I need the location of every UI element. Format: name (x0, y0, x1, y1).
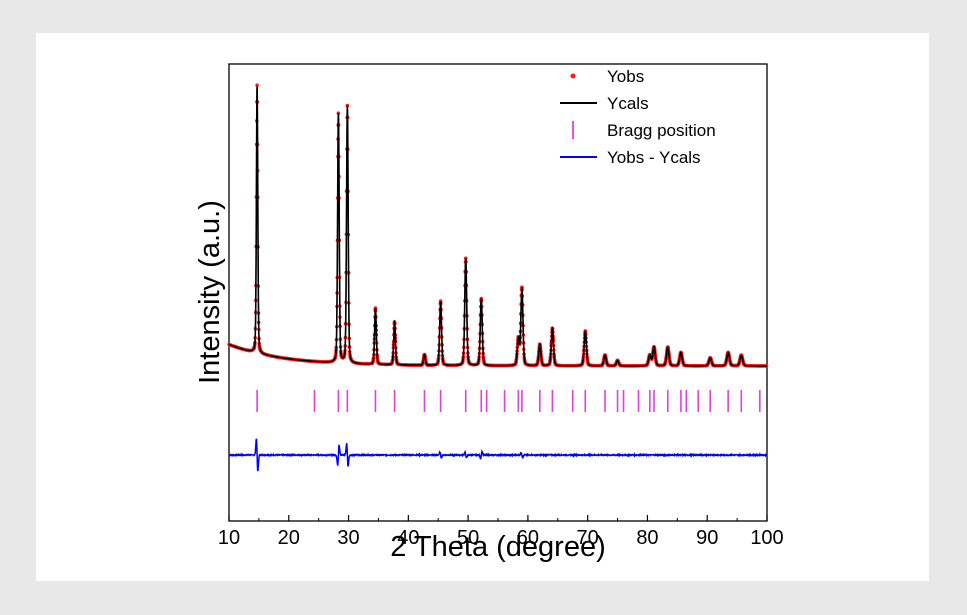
calculated-curve-group (228, 86, 767, 367)
legend: Yobs Ycals Bragg position Yobs - Ycals (560, 67, 716, 167)
observed-point (255, 83, 259, 87)
x-tick-label: 60 (517, 527, 539, 549)
x-axis-label: 2 Theta (degree) (390, 531, 606, 563)
legend-symbol-observed (570, 73, 576, 79)
y-axis-label: Intensity (a.u.) (194, 200, 226, 384)
chart-panel: 10 20 30 40 50 60 70 80 90 100 Intensity (a.u.) 2… (36, 33, 929, 581)
x-tick-label: 30 (337, 527, 359, 549)
difference-curve-group (228, 438, 768, 472)
x-tick-label: 70 (577, 527, 599, 549)
legend-label: Yobs (607, 67, 644, 86)
x-tick-label: 20 (278, 527, 300, 549)
x-tick-label: 10 (218, 527, 240, 549)
x-tick-label: 40 (397, 527, 419, 549)
plot-area: 10 20 30 40 50 60 70 80 90 100 (218, 63, 784, 549)
x-axis-ticks: 10 20 30 40 50 60 70 80 90 100 (218, 515, 784, 549)
x-tick-label: 90 (696, 527, 718, 549)
bragg-ticks (256, 390, 761, 412)
calculated-curve-overlay (228, 86, 767, 367)
legend-label: Bragg position (607, 121, 716, 140)
difference-curve (228, 438, 768, 472)
xrd-chart: 10 20 30 40 50 60 70 80 90 100 Intensity (a.u.) 2… (194, 63, 784, 563)
x-tick-label: 100 (750, 527, 783, 549)
x-tick-label: 50 (457, 527, 479, 549)
legend-label: Yobs - Ycals (607, 148, 701, 167)
legend-label: Ycals (607, 94, 649, 113)
x-tick-label: 80 (636, 527, 658, 549)
